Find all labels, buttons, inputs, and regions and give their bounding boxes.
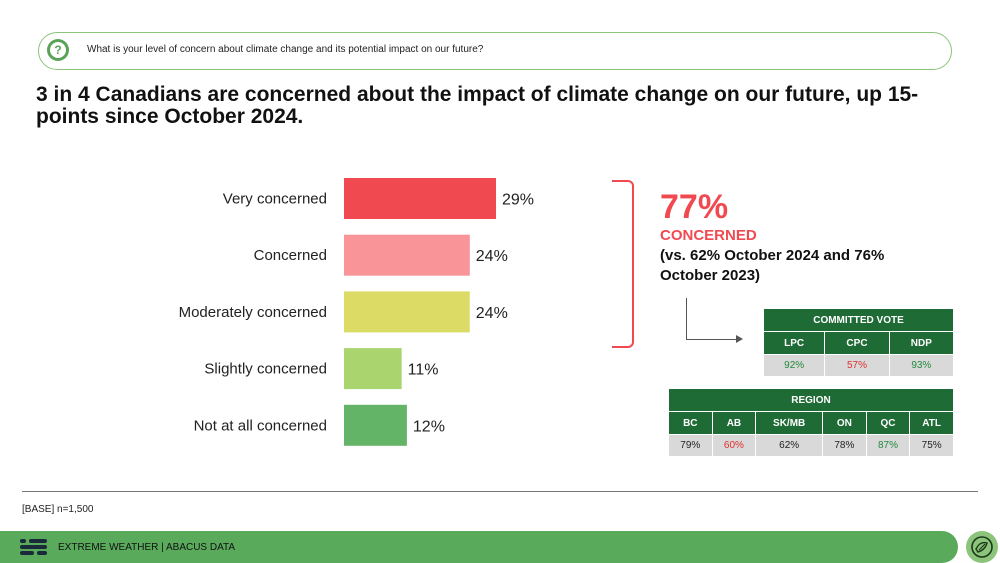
data-label: 29% — [502, 192, 534, 209]
committed-vote-title: COMMITTED VOTE — [763, 308, 954, 332]
climate-badge-icon — [966, 531, 998, 563]
question-box: ? What is your level of concern about cl… — [38, 32, 952, 70]
table-cell: 57% — [824, 354, 890, 377]
category-label: Concerned — [254, 247, 327, 264]
table-cell: 60% — [711, 434, 757, 457]
table-header: CPC — [824, 331, 890, 355]
page-title: 3 in 4 Canadians are concerned about the… — [36, 83, 919, 128]
summary-big-value: 77% — [660, 188, 729, 226]
data-label: 24% — [476, 248, 508, 265]
table-cell: 79% — [668, 434, 713, 457]
category-label: Very concerned — [223, 191, 327, 208]
bar — [344, 404, 407, 446]
committed-vote-table: COMMITTED VOTE LPC CPC NDP 92% 57% 93% — [762, 308, 955, 377]
category-label: Moderately concerned — [179, 304, 327, 321]
summary-comparison: (vs. 62% October 2024 and 76% October 20… — [660, 247, 885, 284]
table-header: ON — [822, 411, 867, 435]
table-cell: 75% — [909, 434, 954, 457]
question-icon: ? — [47, 39, 69, 61]
table-cell: 78% — [822, 434, 867, 457]
arrow-connector — [686, 298, 687, 340]
arrow-head-icon — [736, 335, 743, 343]
category-label: Slightly concerned — [204, 361, 327, 378]
data-label: 11% — [408, 362, 439, 379]
summary-label: CONCERNED — [660, 227, 757, 244]
bar — [344, 291, 470, 333]
bar — [344, 234, 470, 276]
table-cell: 92% — [762, 354, 826, 377]
table-header: QC — [865, 411, 911, 435]
divider — [22, 491, 978, 492]
table-header: SK/MB — [755, 411, 824, 435]
data-label: 12% — [413, 418, 445, 435]
summary-bracket — [612, 180, 634, 348]
base-note: [BASE] n=1,500 — [22, 504, 94, 515]
region-table: REGION BC AB SK/MB ON QC ATL 79% 60% 62%… — [668, 388, 954, 457]
region-title: REGION — [668, 388, 954, 412]
question-text: What is your level of concern about clim… — [87, 44, 484, 55]
table-cell: 93% — [888, 354, 955, 377]
bar — [344, 178, 496, 219]
table-header: AB — [711, 411, 757, 435]
table-cell: 87% — [865, 434, 911, 457]
category-label: Not at all concerned — [194, 417, 327, 434]
footer-bar — [0, 531, 958, 563]
table-header: BC — [668, 411, 713, 435]
table-cell: 62% — [755, 434, 824, 457]
data-label: 24% — [476, 305, 508, 322]
table-header: LPC — [762, 331, 826, 355]
table-header: NDP — [888, 331, 955, 355]
bar — [344, 348, 402, 390]
arrow-connector — [686, 339, 738, 340]
footer-text: EXTREME WEATHER | ABACUS DATA — [58, 542, 236, 553]
table-header: ATL — [909, 411, 954, 435]
abacus-logo-icon — [20, 539, 47, 555]
